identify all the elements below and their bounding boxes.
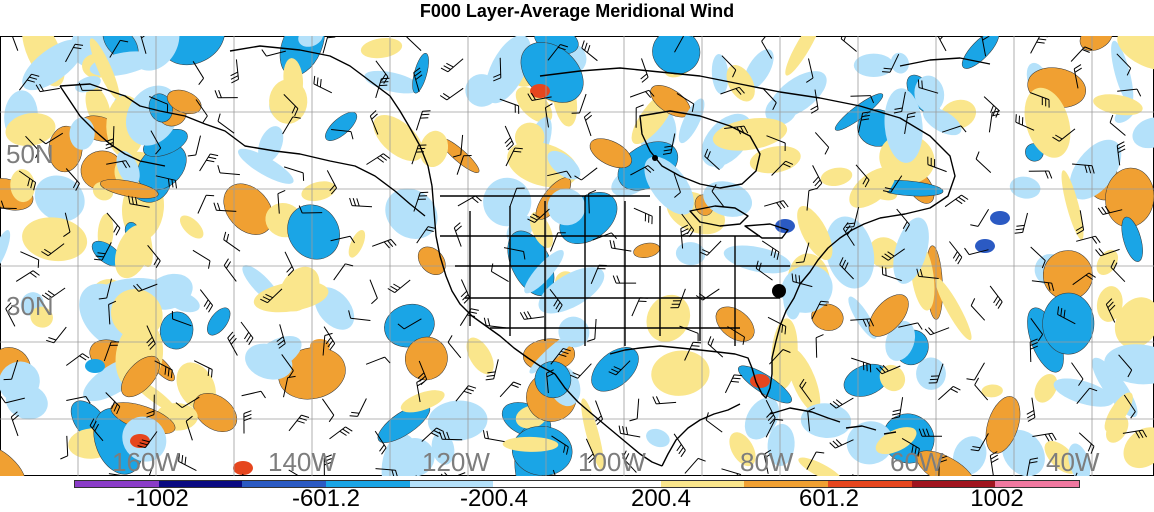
station-marker-small [652,155,658,161]
lon-label-120w: 120W [422,448,490,476]
colorbar-label-neg601: -601.2 [292,486,360,512]
wind-core-cell [233,461,253,475]
wind-core-cell [310,339,330,353]
lat-label-50n: 50N [6,140,54,168]
lat-label-30n: 30N [6,292,54,320]
lon-label-140w: 140W [268,448,336,476]
wind-core-cell [85,359,105,373]
lon-label-160w: 160W [112,448,180,476]
station-marker [772,284,786,298]
colorbar [74,480,1080,488]
wind-core-cell [750,374,770,388]
colorbar-label-pos1002: 1002 [970,486,1023,512]
map-panel: 50N 30N 160W 140W 120W 100W 80W 60W 40W [0,36,1154,476]
map-title: F000 Layer-Average Meridional Wind [0,0,1154,22]
meridional-wind-map [0,36,1154,476]
lon-label-60w: 60W [890,448,943,476]
lon-label-100w: 100W [578,448,646,476]
colorbar-label-pos601: 601.2 [799,486,859,512]
colorbar-label-pos200: 200.4 [631,486,691,512]
colorbar-label-neg200: -200.4 [460,486,528,512]
wind-shading-cell [854,54,894,77]
lon-label-40w: 40W [1046,448,1099,476]
lon-label-80w: 80W [740,448,793,476]
wind-core-cell [990,211,1010,225]
colorbar-label-neg1002: -1002 [127,486,188,512]
